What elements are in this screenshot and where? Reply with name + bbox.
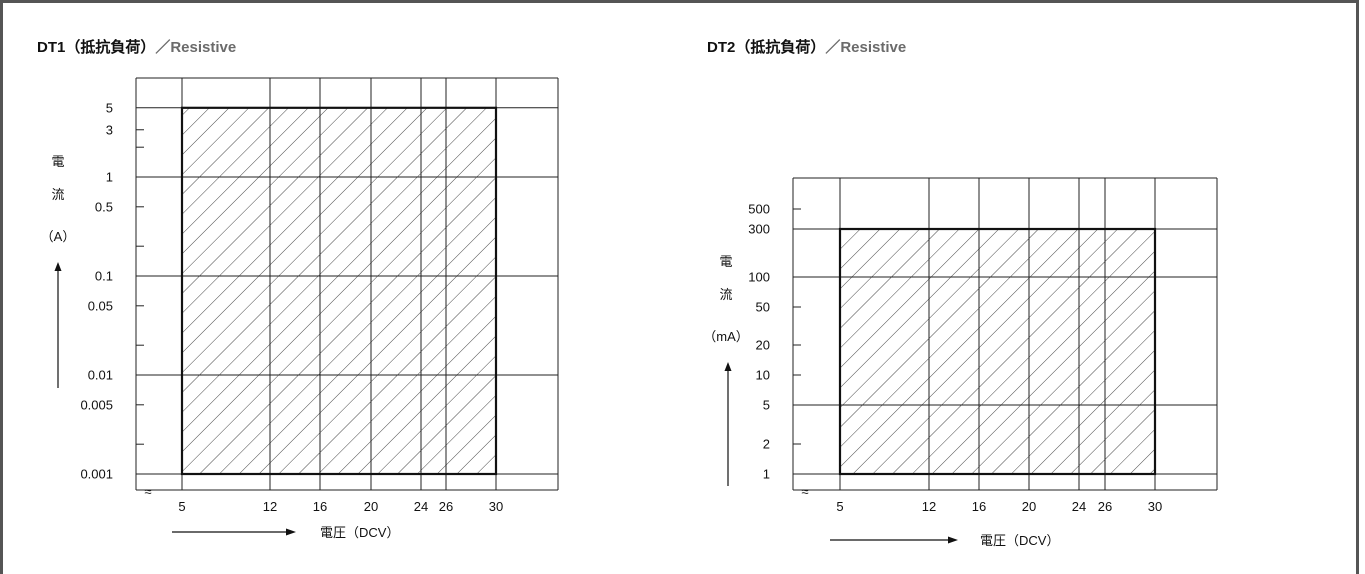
c2-x-tick-label-20: 20 (1022, 499, 1036, 514)
chart1-title-sub: ／Resistive (155, 39, 237, 56)
c2-x-tick-label-30: 30 (1148, 499, 1162, 514)
c2-y-tick-label-2: 2 (763, 437, 770, 452)
c1-y-label-char-1: 電 (51, 154, 64, 169)
c2-y-tick-label-500: 500 (748, 202, 770, 217)
c2-x-axis-label: 電圧（DCV） (980, 533, 1059, 548)
chart2-title-main: DT2（抵抗負荷） (707, 39, 826, 56)
c2-x-tick-label-26: 26 (1098, 499, 1112, 514)
chart2-title-sub: ／Resistive (825, 39, 907, 56)
c1-y-label-char-2: 流 (51, 187, 64, 202)
c1-y-tick-label-0.05: 0.05 (88, 298, 113, 313)
chart1-title-main: DT1（抵抗負荷） (37, 39, 156, 56)
c2-x-tick-label-12: 12 (922, 499, 936, 514)
chart1-title: DT1（抵抗負荷）／Resistive (37, 36, 236, 57)
c2-axis-break: ≈ (801, 484, 808, 499)
c1-x-arrow-head (286, 528, 296, 536)
c1-x-tick-label-26: 26 (439, 499, 453, 514)
c1-x-tick-label-16: 16 (313, 499, 327, 514)
c1-axis-break: ≈ (144, 484, 151, 499)
c1-y-tick-label-0.5: 0.5 (95, 199, 113, 214)
c2-x-tick-label-5: 5 (836, 499, 843, 514)
c1-y-tick-label-1: 1 (106, 170, 113, 185)
c2-y-tick-label-10: 10 (756, 368, 770, 383)
c1-x-tick-label-24: 24 (414, 499, 428, 514)
c2-y-label-unit: （mA） (703, 329, 749, 344)
c1-y-tick-label-5: 5 (106, 100, 113, 115)
c2-x-arrow-head (948, 536, 958, 544)
c1-y-tick-label-0.01: 0.01 (88, 368, 113, 383)
c1-y-tick-label-0.001: 0.001 (80, 467, 113, 482)
c2-y-arrow-head (724, 362, 732, 371)
c2-y-tick-label-300: 300 (748, 222, 770, 237)
c2-hatched-region (840, 229, 1155, 474)
c1-x-tick-label-30: 30 (489, 499, 503, 514)
c1-x-axis-label: 電圧（DCV） (320, 525, 399, 540)
c2-x-tick-label-16: 16 (972, 499, 986, 514)
c1-x-tick-label-5: 5 (178, 499, 185, 514)
c2-y-tick-label-20: 20 (756, 338, 770, 353)
c2-y-tick-label-50: 50 (756, 300, 770, 315)
c2-y-tick-label-1: 1 (763, 467, 770, 482)
c2-y-tick-label-5: 5 (763, 398, 770, 413)
c1-y-tick-label-0.005: 0.005 (80, 397, 113, 412)
c1-x-tick-label-12: 12 (263, 499, 277, 514)
chart2-title: DT2（抵抗負荷）／Resistive (707, 36, 906, 57)
c1-region-border (180, 106, 498, 476)
c2-y-label-char-1: 電 (719, 254, 732, 269)
c2-y-label-char-2: 流 (719, 287, 732, 302)
c2-region-border (838, 227, 1157, 476)
c2-x-tick-label-24: 24 (1072, 499, 1086, 514)
c1-x-tick-label-20: 20 (364, 499, 378, 514)
c1-y-tick-label-3: 3 (106, 122, 113, 137)
c1-y-label-unit: （A） (41, 229, 76, 244)
c1-y-tick-label-0.1: 0.1 (95, 269, 113, 284)
c1-hatched-region (182, 107, 496, 474)
c1-y-arrow-head (54, 262, 62, 271)
c2-y-tick-label-100: 100 (748, 270, 770, 285)
